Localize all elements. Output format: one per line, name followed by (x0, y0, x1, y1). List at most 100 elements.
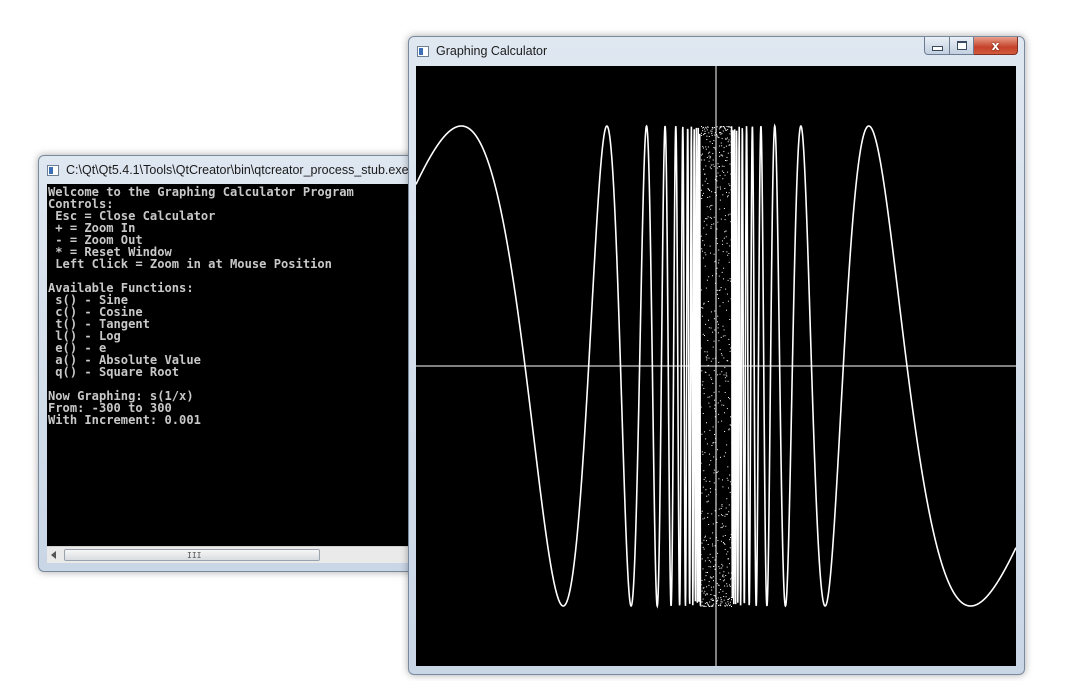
sample-point (724, 392, 726, 393)
sample-point (729, 319, 731, 320)
sample-point (728, 397, 729, 398)
sample-point (725, 236, 727, 238)
sample-point (716, 603, 718, 605)
sample-point (709, 553, 711, 555)
sample-point (706, 206, 708, 208)
sample-point (729, 133, 731, 135)
sample-point (723, 165, 725, 167)
sample-point (725, 513, 727, 515)
sample-point (712, 346, 714, 348)
console-output[interactable]: Welcome to the Graphing Calculator Progr… (47, 184, 411, 546)
sample-point (717, 540, 719, 541)
sample-point (717, 186, 719, 188)
graph-window[interactable]: Graphing Calculator x (408, 36, 1025, 675)
sample-point (722, 155, 724, 157)
sample-point (722, 335, 724, 337)
sample-point (727, 137, 728, 139)
sample-point (729, 350, 731, 352)
sample-point (724, 549, 726, 550)
sample-point (720, 598, 722, 600)
sample-point (724, 128, 726, 130)
sample-point (716, 472, 718, 473)
sample-point (731, 496, 733, 498)
console-window[interactable]: C:\Qt\Qt5.4.1\Tools\QtCreator\bin\qtcrea… (38, 155, 420, 572)
sample-point (712, 543, 713, 545)
sample-point (714, 416, 716, 418)
sample-point (709, 480, 711, 482)
sample-point (724, 515, 726, 517)
sample-point (703, 479, 705, 480)
sample-point (720, 154, 722, 156)
sample-point (727, 466, 729, 468)
sample-point (714, 261, 716, 263)
sample-point (717, 163, 719, 165)
sample-point (725, 139, 727, 140)
sample-point (710, 460, 712, 462)
graph-canvas[interactable] (416, 66, 1016, 666)
sample-point (708, 327, 710, 329)
sample-point (726, 477, 728, 479)
horizontal-scrollbar[interactable]: III (47, 546, 411, 563)
sample-point (704, 477, 706, 479)
graph-titlebar[interactable]: Graphing Calculator (409, 37, 1024, 65)
sample-point (718, 262, 720, 264)
sample-point (701, 126, 702, 127)
sample-point (731, 442, 733, 444)
sample-point (702, 546, 704, 548)
sample-point (714, 357, 716, 359)
maximize-button[interactable] (950, 37, 974, 55)
sample-point (714, 559, 716, 561)
sample-point (726, 583, 728, 585)
sample-point (704, 560, 706, 562)
sample-point (705, 606, 707, 607)
sample-point (711, 191, 713, 193)
sample-point (707, 126, 709, 128)
sample-point (718, 259, 720, 261)
scrollbar-thumb[interactable]: III (64, 549, 320, 561)
sample-point (711, 604, 713, 606)
sample-point (707, 216, 709, 218)
sample-point (709, 453, 710, 455)
sample-point (725, 507, 727, 509)
sample-point (717, 584, 719, 586)
sample-point (725, 129, 726, 131)
minimize-button[interactable] (924, 37, 950, 55)
sample-point (703, 470, 705, 472)
sample-point (704, 133, 706, 134)
sample-point (701, 315, 703, 317)
close-button[interactable]: x (974, 37, 1018, 55)
sample-point (706, 224, 708, 226)
sample-point (728, 597, 730, 599)
sample-point (711, 143, 713, 144)
sample-point (720, 597, 722, 599)
sample-point (718, 137, 720, 139)
sample-point (704, 130, 706, 132)
sample-point (729, 605, 730, 607)
sample-point (705, 356, 707, 358)
sample-point (702, 587, 704, 589)
sample-point (706, 129, 708, 131)
sample-point (704, 371, 706, 373)
sample-point (710, 130, 712, 132)
sample-point (716, 243, 718, 245)
sample-point (719, 604, 721, 606)
sample-point (706, 586, 708, 588)
sample-point (707, 557, 709, 559)
sample-point (728, 558, 729, 560)
arrow-left-icon[interactable] (51, 551, 56, 559)
sample-point (718, 340, 720, 342)
sample-point (720, 218, 722, 220)
sample-point (700, 605, 702, 607)
sample-point (708, 160, 710, 162)
sample-point (701, 370, 703, 372)
sample-point (702, 130, 704, 132)
sample-point (721, 126, 722, 128)
sample-point (722, 515, 724, 517)
sample-point (712, 523, 714, 525)
sample-point (729, 424, 731, 426)
sample-point (703, 133, 705, 135)
sample-point (721, 404, 723, 406)
sample-point (722, 302, 724, 304)
console-titlebar[interactable]: C:\Qt\Qt5.4.1\Tools\QtCreator\bin\qtcrea… (39, 156, 419, 184)
sample-point (725, 372, 727, 374)
